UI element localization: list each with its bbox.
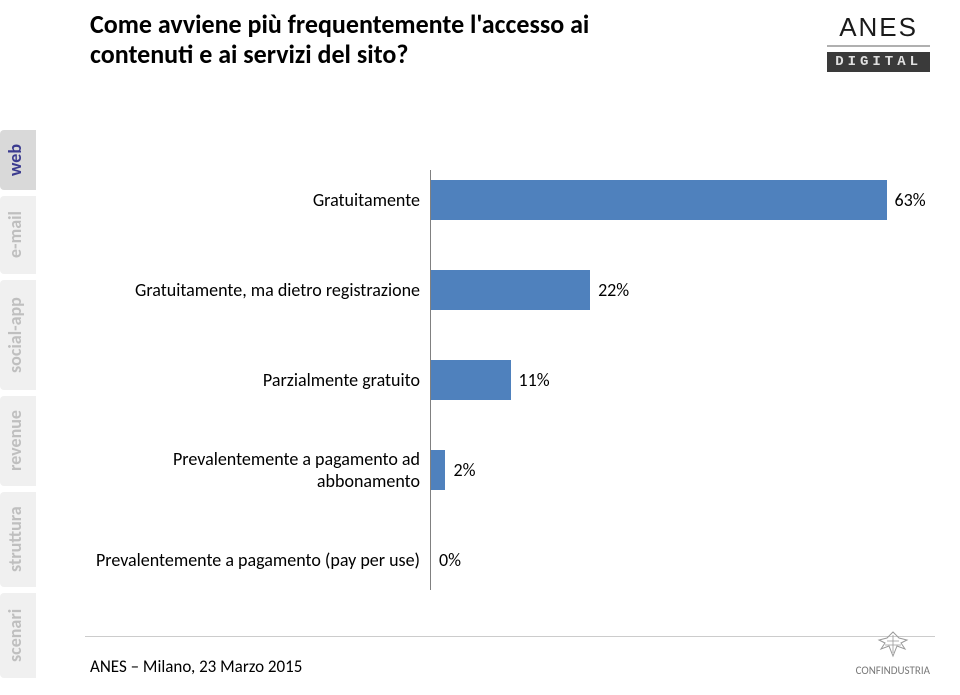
value-label: 2%	[453, 459, 475, 481]
bar-wrap: 2%	[431, 450, 475, 490]
slide-title: Come avviene più frequentemente l'access…	[90, 10, 650, 70]
category-label: Gratuitamente, ma dietro registrazione	[90, 260, 430, 320]
logo-line2: DIGITAL	[827, 52, 930, 72]
category-label: Parzialmente gratuito	[90, 350, 430, 410]
tab-e-mail[interactable]: e-mail	[0, 196, 36, 274]
eagle-icon	[873, 629, 913, 659]
value-label: 0%	[439, 549, 461, 571]
bar-chart: Gratuitamente63% Gratuitamente, ma dietro…	[90, 170, 920, 620]
bar	[431, 450, 445, 490]
tab-revenue[interactable]: revenue	[0, 396, 36, 486]
chart-row: Prevalentemente a pagamento (pay per use…	[90, 530, 920, 590]
category-label: Prevalentemente a pagamento (pay per use…	[90, 530, 430, 590]
bar-wrap: 63%	[431, 180, 926, 220]
tab-web[interactable]: web	[0, 130, 36, 190]
confindustria-logo: CONFINDUSTRIA	[856, 629, 930, 677]
tab-struttura[interactable]: struttura	[0, 492, 36, 587]
tab-social-app[interactable]: social-app	[0, 280, 36, 390]
chart-row: Gratuitamente, ma dietro registrazione 22…	[90, 260, 920, 320]
bar-wrap: 0%	[431, 540, 461, 580]
tab-scenari[interactable]: scenari	[0, 593, 36, 678]
section-tabs: web e-mail social-app revenue struttura scena…	[0, 130, 42, 684]
chart-row: Gratuitamente63%	[90, 170, 920, 230]
logo-underline	[827, 45, 930, 47]
bar	[431, 270, 590, 310]
logo-line1: ANES	[827, 12, 930, 43]
bar-wrap: 11%	[431, 360, 550, 400]
value-label: 11%	[519, 369, 550, 391]
bar-wrap: 22%	[431, 270, 629, 310]
slide: Come avviene più frequentemente l'access…	[0, 0, 960, 695]
value-label: 63%	[895, 189, 926, 211]
anes-digital-logo: ANES DIGITAL	[827, 12, 930, 72]
footer-text: ANES – Milano, 23 Marzo 2015	[90, 656, 302, 677]
confindustria-label: CONFINDUSTRIA	[856, 664, 930, 677]
category-label: Prevalentemente a pagamento ad abbonamen…	[90, 440, 430, 500]
value-label: 22%	[598, 279, 629, 301]
bar	[431, 180, 887, 220]
footer-divider	[85, 636, 935, 637]
category-label: Gratuitamente	[90, 170, 430, 230]
chart-row: Prevalentemente a pagamento ad abbonamen…	[90, 440, 920, 500]
bar	[431, 360, 511, 400]
chart-row: Parzialmente gratuito 11%	[90, 350, 920, 410]
